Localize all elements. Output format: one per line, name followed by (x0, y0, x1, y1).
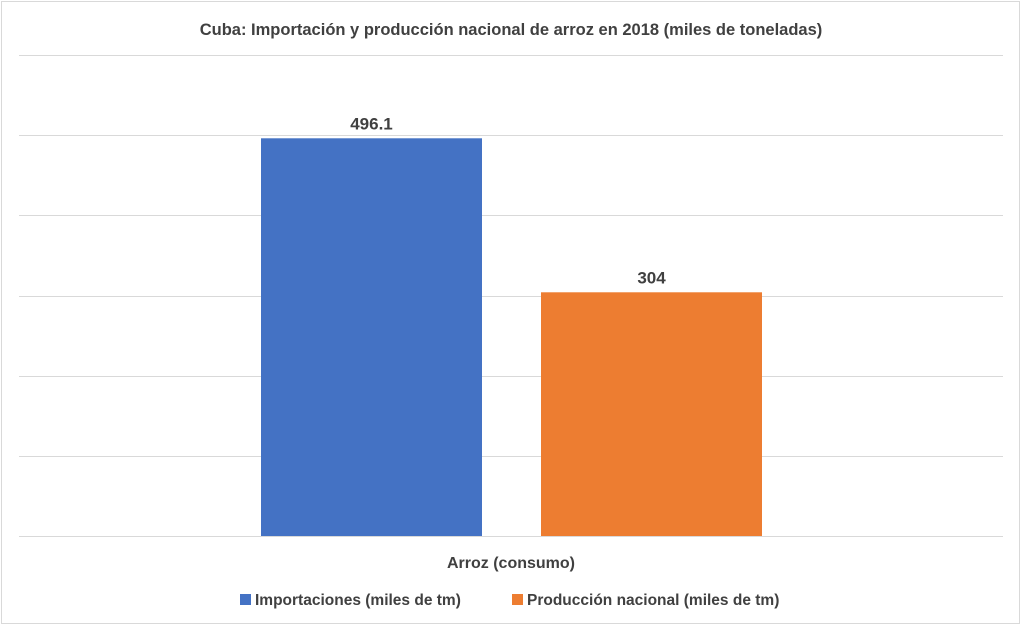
legend-swatch-importaciones (240, 594, 251, 605)
data-label-produccion-nacional: 304 (637, 268, 666, 287)
legend-label-produccion-nacional: Producción nacional (miles de tm) (527, 592, 779, 609)
bar-importaciones (261, 138, 482, 537)
gridlines (19, 55, 1003, 537)
data-label-importaciones: 496.1 (350, 114, 393, 133)
legend-swatch-produccion-nacional (512, 594, 523, 605)
data-labels: 496.1 304 (350, 114, 666, 287)
legend: Importaciones (miles de tm) Producción n… (240, 592, 779, 609)
category-label: Arroz (consumo) (447, 555, 575, 572)
legend-label-importaciones: Importaciones (miles de tm) (255, 592, 461, 609)
chart-title: Cuba: Importación y producción nacional … (200, 21, 823, 39)
bars (261, 138, 762, 537)
bar-produccion-nacional (541, 292, 762, 536)
